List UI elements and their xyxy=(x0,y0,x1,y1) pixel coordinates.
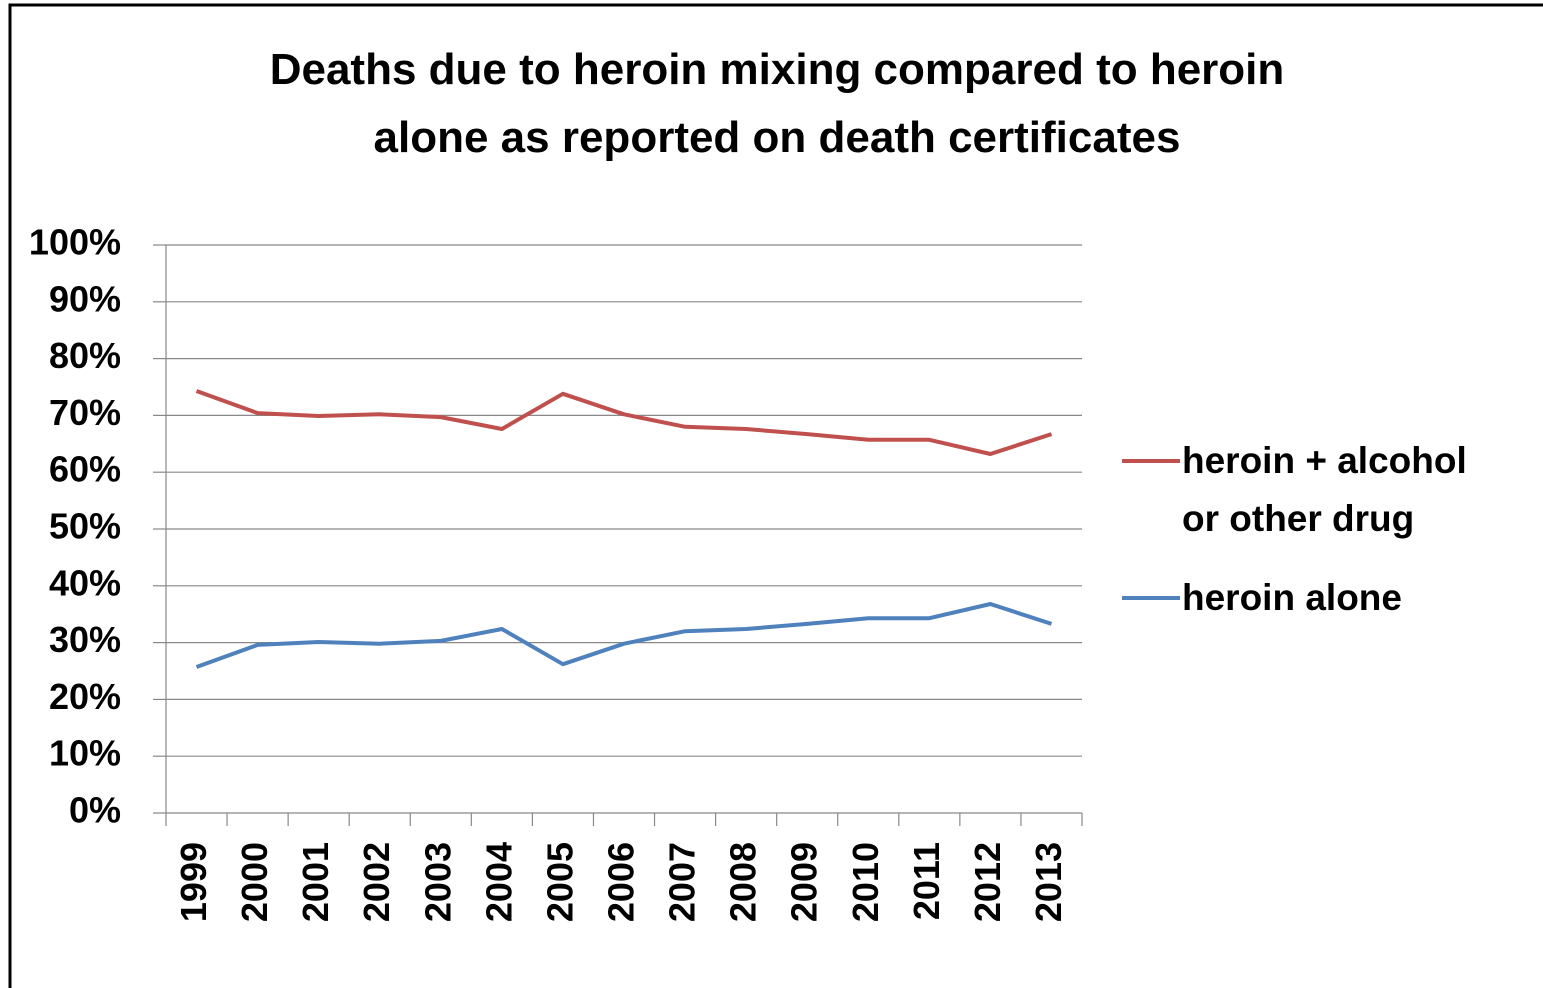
x-tick-label: 2004 xyxy=(478,842,519,922)
x-tick-label: 2010 xyxy=(845,842,886,922)
y-tick-label: 20% xyxy=(49,676,121,717)
y-tick-label: 100% xyxy=(29,222,121,263)
y-tick-label: 70% xyxy=(49,392,121,433)
legend-label: heroin + alcohol or other drug xyxy=(1182,440,1467,539)
y-tick-label: 80% xyxy=(49,335,121,376)
y-tick-label: 50% xyxy=(49,506,121,547)
x-tick-label: 2007 xyxy=(662,842,703,922)
x-tick-label: 2001 xyxy=(295,842,336,922)
x-tick-label: 2012 xyxy=(967,842,1008,922)
y-tick-label: 40% xyxy=(49,562,121,603)
x-tick-label: 1999 xyxy=(173,842,214,922)
x-tick-label: 2002 xyxy=(356,842,397,922)
x-tick-label: 2003 xyxy=(417,842,458,922)
series-line xyxy=(195,602,1053,669)
legend-label: heroin alone xyxy=(1182,577,1402,618)
x-tick-label: 2005 xyxy=(539,842,580,922)
x-tick-label: 2013 xyxy=(1028,842,1069,922)
x-tick-label: 2011 xyxy=(906,842,947,920)
x-tick-label: 2006 xyxy=(601,842,642,922)
x-tick-label: 2009 xyxy=(784,842,825,922)
chart-title: Deaths due to heroin mixing compared to … xyxy=(269,45,1285,162)
y-tick-label: 90% xyxy=(49,278,121,319)
x-tick-label: 2008 xyxy=(723,842,764,922)
y-tick-label: 60% xyxy=(49,449,121,490)
y-tick-label: 30% xyxy=(49,619,121,660)
x-tick-label: 2000 xyxy=(234,842,275,922)
series-line xyxy=(195,389,1053,456)
y-tick-label: 10% xyxy=(49,733,121,774)
y-tick-label: 0% xyxy=(69,790,121,831)
frame xyxy=(8,3,1543,988)
